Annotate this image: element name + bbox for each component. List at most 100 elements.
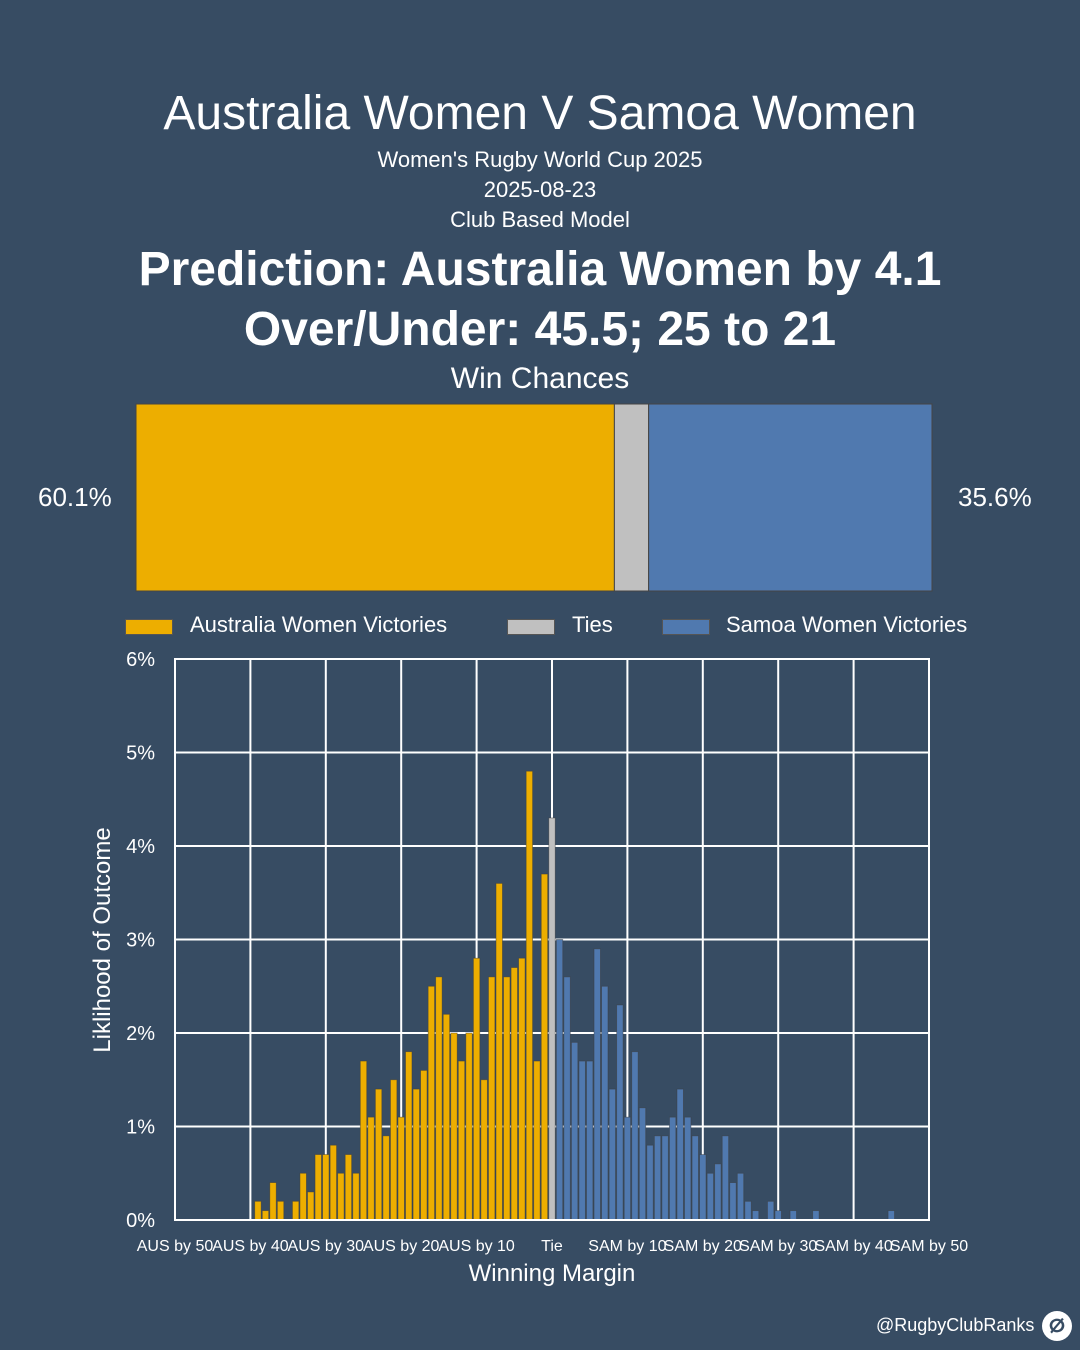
margin-bar <box>616 1004 624 1221</box>
margin-bar <box>774 1210 782 1221</box>
margin-bar <box>510 967 518 1221</box>
margin-bar <box>359 1060 368 1221</box>
margin-bar <box>329 1144 337 1221</box>
legend-label-home: Australia Women Victories <box>190 612 448 637</box>
margin-bar <box>374 1088 383 1221</box>
margin-bar <box>420 1070 428 1221</box>
margin-bar <box>254 1200 262 1221</box>
margin-bar <box>586 1060 594 1221</box>
y-tick-label: 1% <box>126 1117 155 1139</box>
margin-bar <box>344 1154 353 1221</box>
logo-icon: ⵁ <box>1042 1311 1072 1341</box>
x-tick-label: AUS by 10 <box>438 1238 515 1255</box>
home-win-pct: 60.1% <box>38 482 112 512</box>
margin-bar <box>457 1060 466 1221</box>
margin-bar <box>397 1116 405 1221</box>
margin-bar <box>714 1163 722 1221</box>
margin-bar <box>729 1182 737 1221</box>
margin-bar <box>744 1200 752 1221</box>
x-tick-label: AUS by 40 <box>212 1238 289 1255</box>
margin-bar <box>789 1210 797 1221</box>
margin-bars <box>254 770 895 1221</box>
margin-bar <box>638 1107 647 1221</box>
y-tick-label: 0% <box>126 1210 155 1232</box>
win-bar-home <box>135 403 615 592</box>
margin-bar <box>352 1172 360 1221</box>
margin-bar <box>578 1060 586 1221</box>
win-bar-tie <box>613 403 650 592</box>
margin-bar <box>661 1135 669 1221</box>
margin-bar <box>307 1191 315 1221</box>
y-axis-label: Liklihood of Outcome <box>89 827 116 1052</box>
margin-bar <box>646 1144 654 1221</box>
margin-bar <box>472 957 481 1221</box>
x-tick-label: Tie <box>541 1238 563 1255</box>
margin-bar <box>533 1060 541 1221</box>
legend-swatch-home <box>125 619 173 635</box>
margin-bar <box>495 883 503 1221</box>
y-tick-label: 3% <box>126 930 155 952</box>
win-chance-bar <box>135 403 933 592</box>
margin-bar <box>488 976 496 1221</box>
margin-bar <box>390 1079 398 1221</box>
margin-bar <box>684 1116 692 1221</box>
margin-bar <box>887 1210 895 1221</box>
margin-bar <box>540 873 549 1221</box>
x-tick-label: SAM by 30 <box>739 1238 817 1255</box>
margin-bar <box>337 1172 345 1221</box>
margin-bar <box>669 1116 677 1221</box>
margin-bar <box>676 1088 684 1221</box>
margin-bar <box>691 1135 699 1221</box>
margin-bar <box>555 939 564 1221</box>
away-win-pct: 35.6% <box>958 482 1032 512</box>
margin-bar <box>322 1154 330 1221</box>
x-tick-label: AUS by 20 <box>363 1238 440 1255</box>
x-tick-label: SAM by 10 <box>588 1238 666 1255</box>
margin-bar <box>653 1135 662 1221</box>
margin-bar <box>292 1200 300 1221</box>
legend-swatch-tie <box>507 619 555 635</box>
legend: Australia Women Victories Ties Samoa Wom… <box>0 612 1080 642</box>
margin-bar <box>276 1200 285 1221</box>
margin-bar <box>442 1013 451 1221</box>
margin-bar <box>367 1116 375 1221</box>
model-name: Club Based Model <box>450 207 630 232</box>
plot-frame <box>174 658 930 1221</box>
margin-bar <box>412 1088 420 1221</box>
margin-bar <box>706 1172 714 1221</box>
margin-bar <box>699 1154 707 1221</box>
margin-bar <box>314 1154 322 1221</box>
margin-bar <box>548 817 556 1221</box>
win-bar-away <box>648 403 933 592</box>
margin-bar <box>736 1172 745 1221</box>
margin-bar <box>518 957 526 1221</box>
legend-swatch-away <box>662 619 710 635</box>
credit-handle: @RugbyClubRanks <box>876 1315 1035 1335</box>
margin-bar <box>269 1182 277 1221</box>
win-chances-label: Win Chances <box>450 362 630 395</box>
margin-bar <box>563 976 571 1221</box>
margin-bar <box>571 1041 579 1221</box>
y-tick-label: 2% <box>126 1023 155 1045</box>
margin-bar <box>601 985 609 1221</box>
margin-bar <box>767 1200 775 1221</box>
x-tick-label: AUS by 30 <box>288 1238 365 1255</box>
margin-bar <box>450 1032 458 1221</box>
margin-bar <box>299 1172 307 1221</box>
margin-bar <box>405 1051 413 1221</box>
margin-bar <box>465 1032 473 1221</box>
prediction-text: Prediction: Australia Women by 4.1 <box>138 243 942 296</box>
margin-bar <box>261 1210 270 1221</box>
margin-bar <box>608 1088 616 1221</box>
competition-name: Women's Rugby World Cup 2025 <box>377 147 703 172</box>
legend-label-away: Samoa Women Victories <box>726 612 968 637</box>
margin-bar <box>503 976 511 1221</box>
margin-bar <box>751 1210 760 1221</box>
margin-bar <box>593 948 601 1221</box>
over-under-text: Over/Under: 45.5; 25 to 21 <box>243 303 837 356</box>
margin-bar <box>435 976 443 1221</box>
margin-bar <box>631 1051 639 1221</box>
margin-bar <box>427 985 435 1221</box>
